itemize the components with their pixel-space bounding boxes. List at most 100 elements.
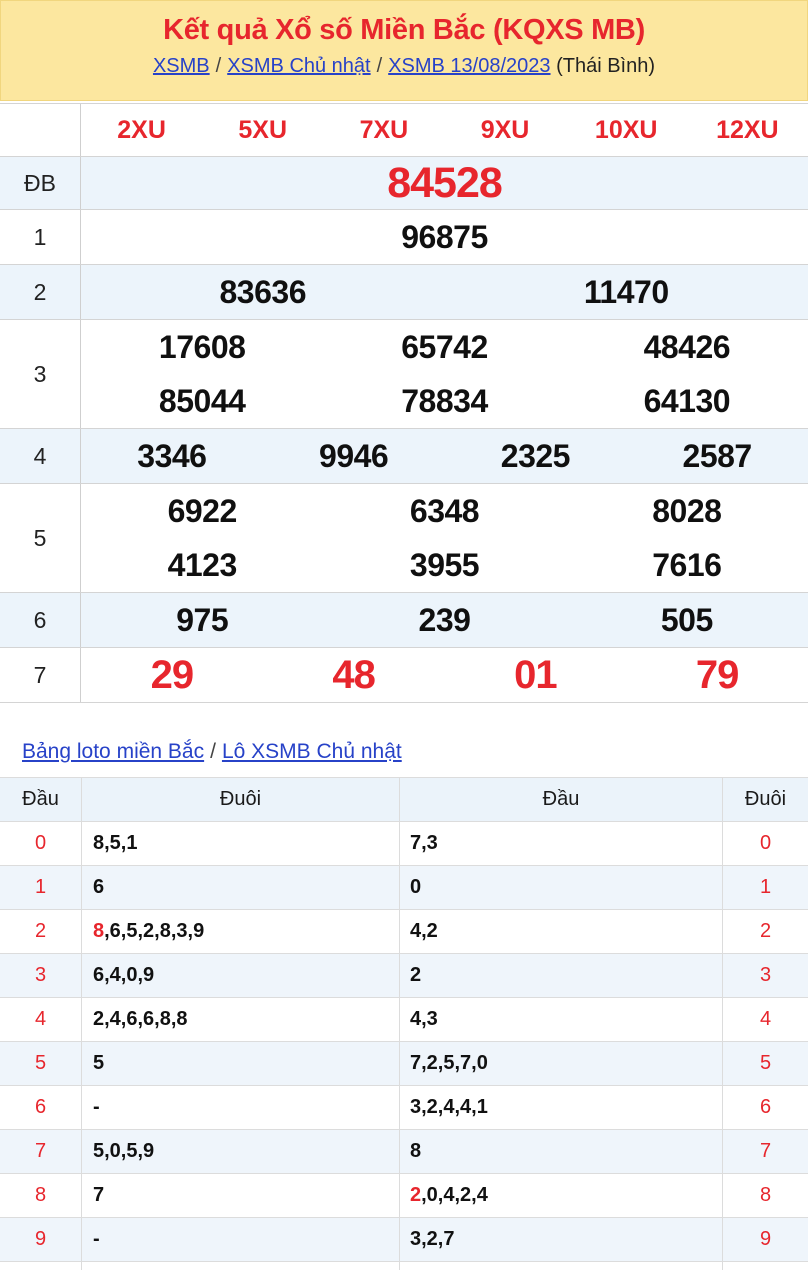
loto-values: 6 [93, 876, 105, 898]
special-prize-number: 84528 [387, 158, 503, 207]
loto-header-duoi-left: Đuôi [82, 778, 400, 821]
prize-number: 17608 [158, 328, 246, 365]
loto-duoi-digit: 9 [759, 1228, 772, 1250]
loto-table: Đầu Đuôi Đầu Đuôi 0 8,5,1 7,3 0 1 6 0 1 … [0, 777, 808, 1270]
loto-duoi-digit: 1 [759, 876, 772, 898]
loto-header-dau-right: Đầu [400, 778, 723, 821]
loto-values: 2,4,6,6,8,8 [93, 1008, 188, 1030]
column-header: 5XU [238, 115, 288, 144]
prize-number: 3346 [137, 437, 207, 474]
prize-number: 239 [418, 601, 471, 638]
loto-values: 8,5,1 [93, 832, 138, 854]
prize-number: 4123 [167, 546, 238, 583]
loto-duoi-digit: 3 [759, 964, 772, 986]
loto-duoi-digit: 4 [759, 1008, 772, 1030]
loto-row-6: 6 - 3,2,4,4,1 6 [0, 1086, 808, 1130]
breadcrumb-link-xsmb[interactable]: XSMB [152, 55, 210, 77]
loto-row-8: 8 7 2,0,4,2,4 8 [0, 1174, 808, 1218]
prize-row-4: 4 3346 9946 2325 2587 [0, 429, 808, 484]
prize-row-label: 2 [0, 265, 81, 319]
column-header: 10XU [594, 115, 658, 144]
prize-row-label: 4 [0, 429, 81, 483]
loto-duoi-digit: 0 [759, 832, 772, 854]
prize-row-7: 7 29 48 01 79 [0, 648, 808, 703]
loto-values: 5 [93, 1052, 105, 1074]
breadcrumb-link-xsmb-chu-nhat[interactable]: XSMB Chủ nhật [227, 55, 371, 77]
prize-number: 96875 [401, 218, 488, 255]
prize-number: 65742 [401, 328, 488, 365]
prize-number: 8028 [652, 492, 722, 529]
prize-row-label: 6 [0, 593, 81, 647]
prize-number: 2587 [682, 437, 753, 474]
column-header: 7XU [359, 115, 409, 144]
loto-row-3: 3 6,4,0,9 2 3 [0, 954, 808, 998]
prize-number: 85044 [158, 382, 246, 419]
loto-dau-digit: 6 [34, 1096, 47, 1118]
prize-number: 9946 [319, 437, 389, 474]
prize-number: 6922 [167, 492, 238, 529]
loto-row-partial [0, 1262, 808, 1270]
loto-row-2: 2 8,6,5,2,8,3,9 4,2 2 [0, 910, 808, 954]
results-header-empty [0, 104, 81, 156]
prize-row-label: ĐB [0, 157, 81, 209]
results-table: 2XU 5XU 7XU 9XU 10XU 12XU ĐB 84528 1 968… [0, 103, 808, 703]
prize-number: 48426 [643, 328, 731, 365]
prize-number: 29 [150, 652, 194, 697]
breadcrumb-separator: / [215, 55, 222, 77]
loto-dau-digit: 7 [34, 1140, 47, 1162]
loto-values: 5,0,5,9 [93, 1140, 155, 1162]
loto-duoi-digit: 2 [759, 920, 772, 942]
loto-link-lo-xsmb[interactable]: Lô XSMB Chủ nhật [221, 740, 402, 763]
loto-values: 3,2,7 [410, 1228, 455, 1250]
loto-dau-digit: 1 [34, 876, 47, 898]
loto-dau-digit: 0 [34, 832, 47, 854]
column-header: 12XU [716, 115, 779, 144]
page-title: Kết quả Xổ số Miền Bắc (KQXS MB) [163, 14, 645, 46]
loto-values: 2 [410, 964, 422, 986]
prize-number: 79 [695, 652, 739, 697]
loto-values: 7 [93, 1184, 105, 1206]
loto-row-0: 0 8,5,1 7,3 0 [0, 822, 808, 866]
loto-values: 4,2 [410, 920, 438, 942]
prize-number: 48 [332, 652, 375, 697]
loto-row-5: 5 5 7,2,5,7,0 5 [0, 1042, 808, 1086]
loto-header-duoi-right: Đuôi [744, 788, 787, 810]
loto-row-7: 7 5,0,5,9 8 7 [0, 1130, 808, 1174]
breadcrumb-link-xsmb-date[interactable]: XSMB 13/08/2023 [388, 55, 551, 77]
loto-duoi-digit: 5 [759, 1052, 772, 1074]
prize-row-3: 3 17608 65742 48426 85044 78834 64130 [0, 320, 808, 429]
prize-row-label: 7 [0, 648, 81, 702]
loto-values: 4,3 [410, 1008, 438, 1030]
loto-row-9: 9 - 3,2,7 9 [0, 1218, 808, 1262]
column-header: 9XU [480, 115, 530, 144]
prize-number: 505 [660, 601, 713, 638]
prize-row-label: 5 [0, 484, 81, 592]
loto-dau-digit: 5 [34, 1052, 47, 1074]
loto-dau-digit: 9 [34, 1228, 47, 1250]
prize-number: 975 [176, 601, 229, 638]
loto-values: ,0,4,2,4 [421, 1184, 488, 1206]
loto-link-bang-loto[interactable]: Bảng loto miền Bắc [22, 740, 205, 763]
loto-values: 0 [410, 876, 422, 898]
column-header: 2XU [117, 115, 166, 144]
header-banner: Kết quả Xổ số Miền Bắc (KQXS MB) XSMB / XS… [0, 0, 808, 101]
loto-values: - [93, 1228, 100, 1250]
loto-values: ,6,5,2,8,3,9 [104, 920, 205, 942]
breadcrumb: XSMB / XSMB Chủ nhật / XSMB 13/08/2023 (Thái… [1, 55, 807, 78]
loto-dau-digit: 8 [34, 1184, 47, 1206]
prize-row-label: 1 [0, 210, 81, 264]
loto-values: 6,4,0,9 [93, 964, 155, 986]
loto-red-digit: 2 [410, 1184, 422, 1206]
loto-values: 7,3 [410, 832, 438, 854]
loto-row-4: 4 2,4,6,6,8,8 4,3 4 [0, 998, 808, 1042]
loto-red-digit: 8 [93, 920, 105, 942]
prize-row-label: 3 [0, 320, 81, 428]
prize-row-5: 5 6922 6348 8028 4123 3955 7616 [0, 484, 808, 593]
prize-number: 11470 [583, 273, 669, 310]
breadcrumb-province: (Thái Bình) [556, 55, 656, 77]
results-header-row: 2XU 5XU 7XU 9XU 10XU 12XU [0, 104, 808, 157]
prize-row-2: 2 83636 11470 [0, 265, 808, 320]
loto-dau-digit: 4 [34, 1008, 47, 1030]
loto-header-row: Đầu Đuôi Đầu Đuôi [0, 778, 808, 822]
loto-duoi-digit: 6 [759, 1096, 772, 1118]
